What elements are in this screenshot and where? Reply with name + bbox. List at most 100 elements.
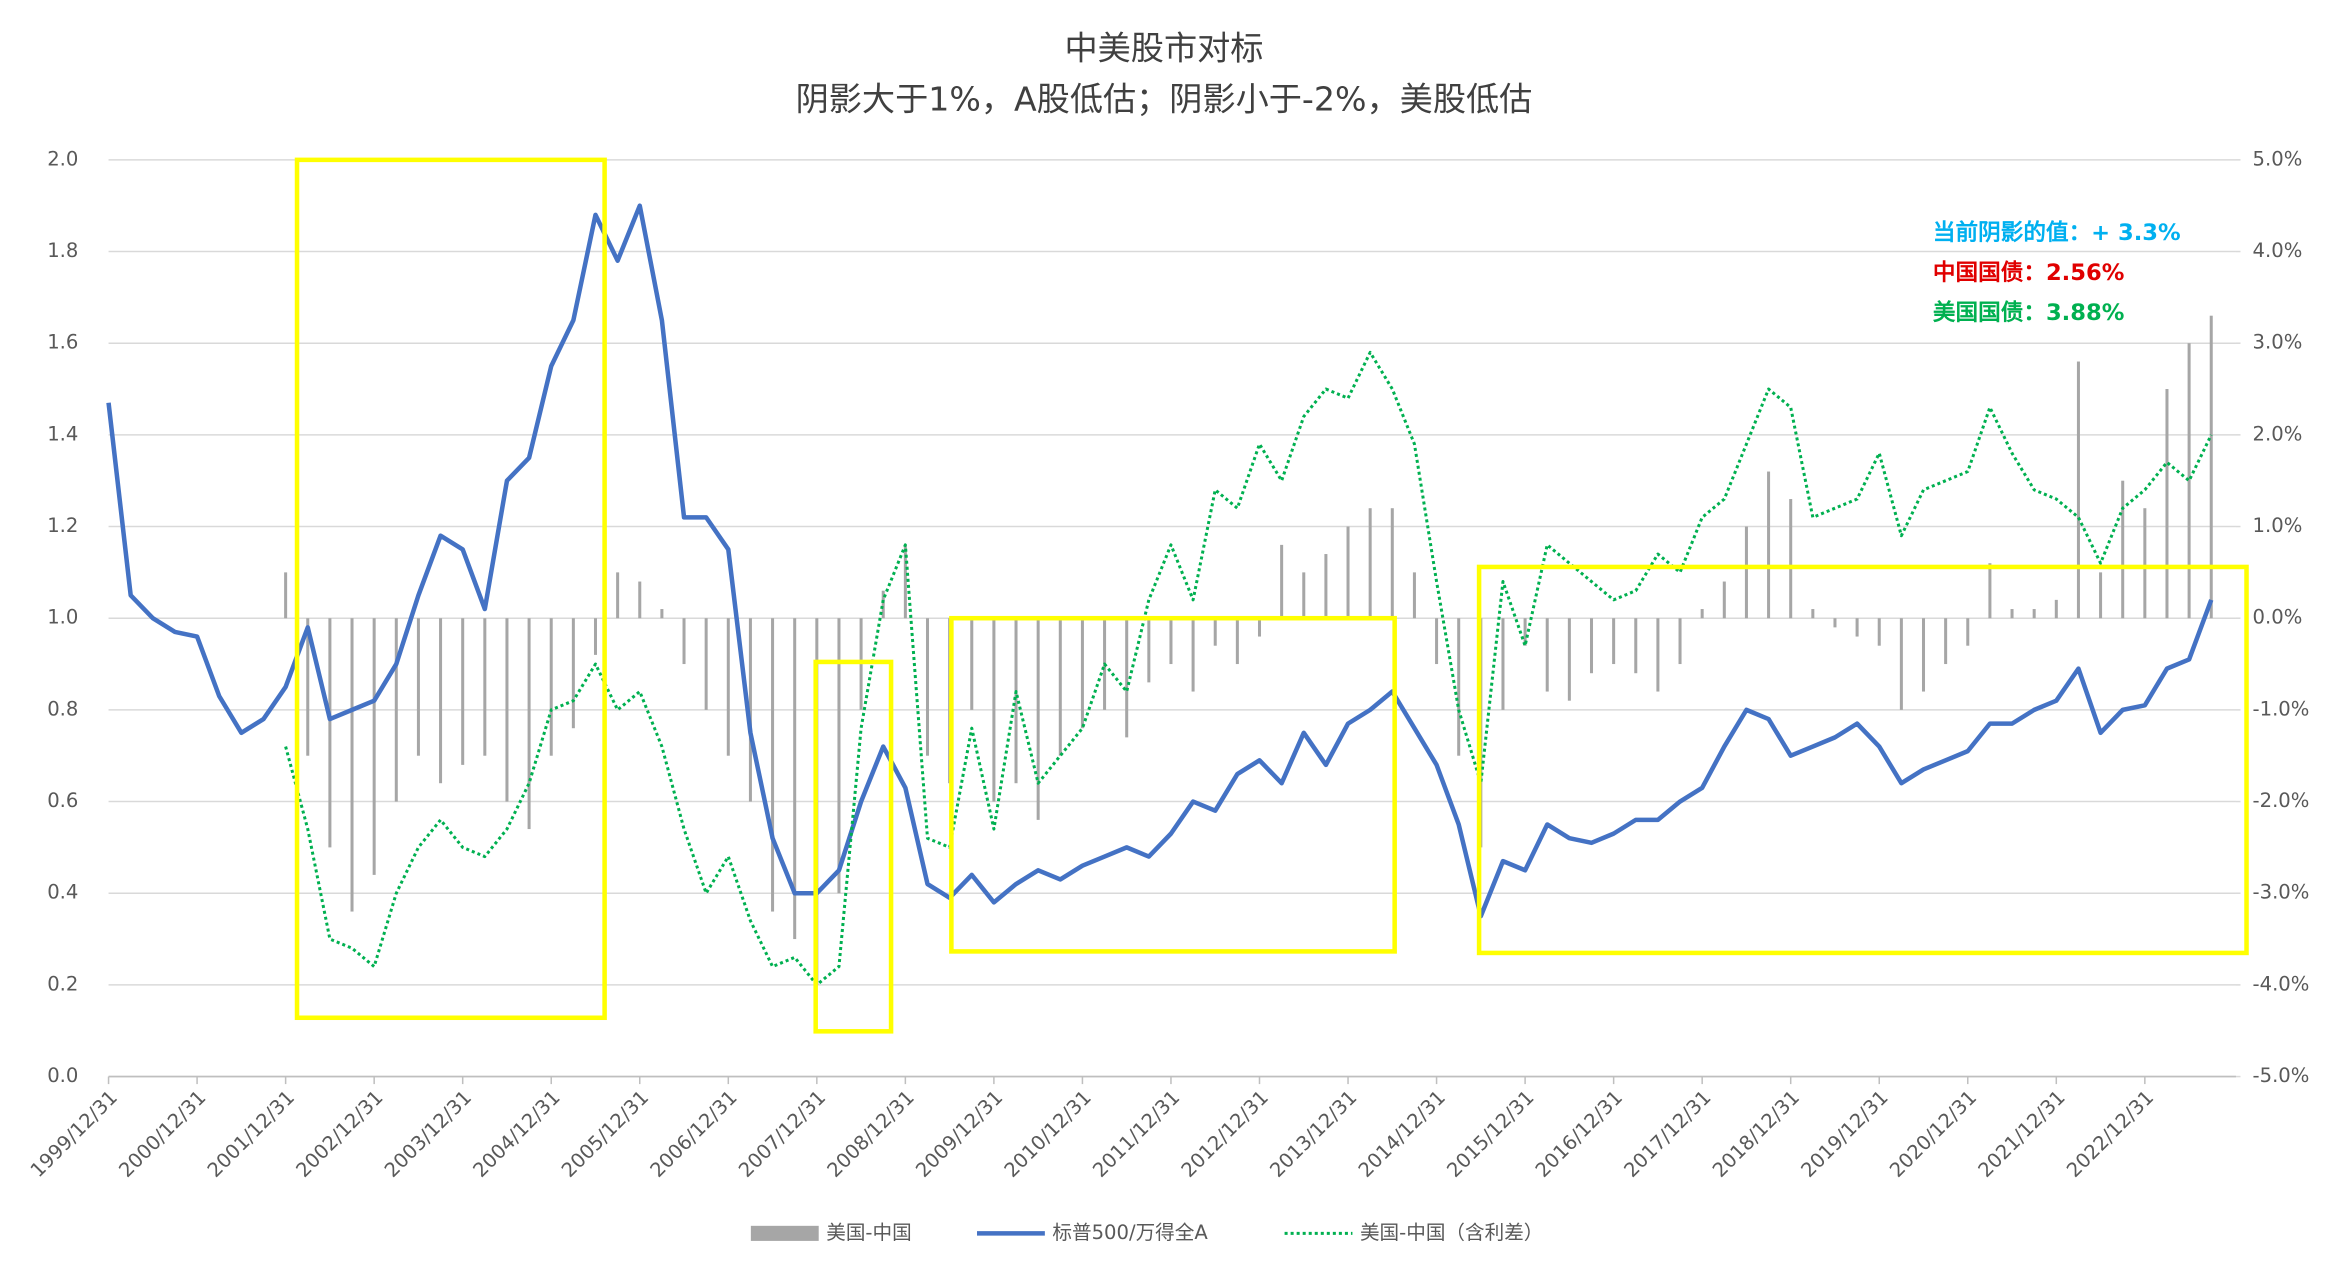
chart-subtitle: 阴影大于1%，A股低估；阴影小于-2%，美股低估 [796, 80, 1533, 119]
bar [925, 618, 930, 756]
bar [1744, 526, 1748, 619]
bar [1457, 618, 1461, 756]
y2-tick-label: -2.0% [2253, 789, 2310, 812]
bar [1678, 618, 1682, 665]
y2-tick-label: 0.0% [2253, 606, 2303, 629]
x-tick-label: 2003/12/31 [380, 1086, 476, 1182]
bar [2076, 361, 2080, 619]
y-tick-label: 1.4 [47, 422, 78, 445]
x-tick-label: 2017/12/31 [1620, 1086, 1716, 1182]
y2-tick-label: -3.0% [2253, 881, 2310, 904]
bar [1435, 618, 1439, 665]
x-tick-label: 2020/12/31 [1885, 1086, 1981, 1182]
bar [2054, 599, 2058, 619]
y-tick-label: 0.4 [47, 881, 78, 904]
x-tick-label: 2009/12/31 [911, 1086, 1007, 1182]
bar [1523, 618, 1527, 646]
bar [461, 618, 465, 765]
bar [1634, 618, 1638, 674]
bar [1656, 618, 1660, 692]
legend-label: 标普500/万得全A [1052, 1221, 1208, 1244]
bar [1147, 618, 1151, 683]
bar [682, 618, 686, 665]
bar [1921, 618, 1926, 692]
y-tick-label: 2.0 [47, 147, 78, 170]
bar [439, 618, 443, 784]
highlight-boxes [294, 157, 2249, 1034]
bar [616, 572, 620, 619]
bar [1169, 618, 1173, 665]
bar [881, 590, 885, 619]
bar [1722, 581, 1726, 619]
x-tick-label: 2022/12/31 [2062, 1086, 2158, 1182]
plot-area: 0.0 0.2 0.4 0.6 0.8 1.0 1.2 1.4 1.6 1.8 2.0 -5.0% -4… [26, 147, 2310, 1244]
bar [593, 618, 598, 655]
bar [1390, 508, 1394, 619]
legend-swatch [750, 1225, 819, 1241]
y2-tick-label: 5.0% [2253, 147, 2303, 170]
bar [793, 618, 797, 940]
bar [1966, 618, 1970, 646]
bar [1855, 618, 1859, 637]
line-series [106, 203, 2214, 919]
bar [1789, 499, 1793, 619]
x-tick-label: 1999/12/31 [26, 1086, 122, 1182]
bar [527, 618, 531, 830]
bar [1545, 618, 1549, 692]
x-tick-label: 2013/12/31 [1265, 1086, 1361, 1182]
x-tick-label: 2004/12/31 [469, 1086, 565, 1182]
bar [992, 618, 996, 802]
x-tick-label: 2014/12/31 [1354, 1086, 1450, 1182]
bar [726, 618, 730, 756]
bar [1767, 471, 1771, 619]
annotation: 美国国债：3.88% [1933, 299, 2125, 326]
x-tick-label: 2002/12/31 [291, 1086, 387, 1182]
y2-tick-label: 4.0% [2253, 239, 2303, 262]
y-tick-label: 1.2 [47, 514, 78, 537]
bar [704, 618, 708, 710]
y-tick-label: 0.0 [47, 1064, 78, 1087]
bar [1235, 618, 1239, 665]
line-series [284, 350, 2213, 987]
x-tick-label: 2006/12/31 [646, 1086, 742, 1182]
x-tick-label: 2019/12/31 [1797, 1086, 1893, 1182]
bar [394, 618, 398, 802]
bar [1257, 618, 1262, 637]
bar [1058, 618, 1062, 756]
bar [1811, 609, 1815, 619]
bar [571, 618, 575, 729]
highlight-box [949, 615, 1397, 954]
bar [970, 618, 974, 710]
bar [1833, 618, 1837, 628]
highlight-box [1476, 564, 2249, 956]
bar [350, 618, 354, 912]
bar [1501, 618, 1505, 710]
bar [1589, 618, 1594, 674]
bar [1988, 563, 1992, 619]
bar [748, 618, 752, 802]
bar [1877, 618, 1881, 646]
x-tick-label: 2010/12/31 [1000, 1086, 1096, 1182]
bar [2121, 480, 2125, 619]
chart-title: 中美股市对标 [1065, 28, 1264, 67]
x-tick-label: 2005/12/31 [557, 1086, 653, 1182]
bar [1080, 618, 1084, 729]
x-tick-label: 2021/12/31 [1974, 1086, 2070, 1182]
y2-tick-label: -5.0% [2253, 1064, 2310, 1087]
x-tick-label: 2018/12/31 [1708, 1086, 1804, 1182]
legend-label: 美国-中国（含利差） [1360, 1221, 1543, 1244]
y2-tick-label: 1.0% [2253, 514, 2303, 537]
bar [660, 609, 664, 619]
bar [1014, 618, 1018, 784]
y2-tick-label: 3.0% [2253, 331, 2303, 354]
bar [416, 618, 420, 756]
y-tick-label: 1.8 [47, 239, 78, 262]
bar [638, 581, 642, 619]
y-tick-label: 1.0 [47, 606, 78, 629]
bar [1036, 618, 1040, 820]
bar [1899, 618, 1903, 710]
y-tick-label: 0.6 [47, 789, 78, 812]
bar [1412, 572, 1416, 619]
bar [2187, 343, 2191, 619]
bar [1280, 544, 1284, 619]
